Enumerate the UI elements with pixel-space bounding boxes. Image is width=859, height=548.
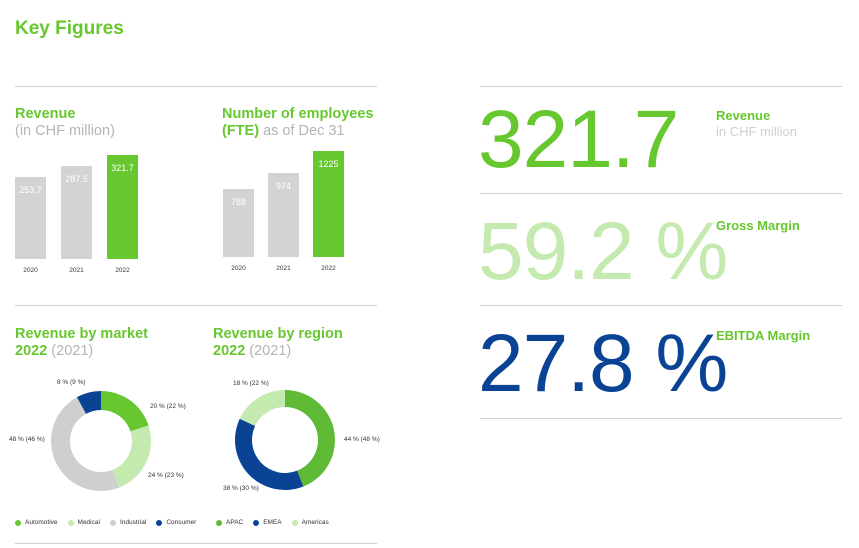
kpi-revenue-value: 321.7 — [478, 94, 679, 185]
kpi-revenue-subtitle: in CHF million — [716, 124, 797, 139]
market-legend: Automotive Medical Industrial Consumer — [15, 519, 206, 526]
divider — [15, 305, 377, 306]
employees-title-asof: as of Dec 31 — [263, 123, 345, 139]
region-legend-item-americas: Americas — [291, 519, 329, 526]
employees-chart-title: Number of employees (FTE) as of Dec 31 — [222, 106, 374, 140]
market-legend-swatch — [67, 519, 74, 526]
employees-title-line1: Number of employees — [222, 106, 374, 122]
region-slice-americas — [239, 390, 285, 426]
market-slice-industrial — [50, 397, 120, 492]
region-legend: APAC EMEA Americas — [216, 519, 339, 526]
region-legend-item-apac: APAC — [216, 519, 243, 526]
market-legend-label: Automotive — [25, 519, 58, 526]
kpi-revenue-label: Revenue in CHF million — [716, 108, 797, 140]
region-legend-label: APAC — [226, 519, 244, 526]
market-legend-item-medical: Medical — [67, 519, 100, 526]
market-legend-label: Industrial — [119, 519, 147, 526]
region-legend-label: EMEA — [263, 519, 282, 526]
region-slice-apac — [285, 390, 335, 487]
divider — [480, 418, 842, 419]
market-title: Revenue by market — [15, 326, 148, 342]
region-year: 2022 — [213, 343, 246, 359]
region-legend-swatch — [216, 519, 222, 526]
region-legend-item-emea: EMEA — [253, 519, 282, 526]
market-chart-title: Revenue by market 2022 (2021) — [15, 326, 148, 360]
market-slice-medical — [112, 425, 151, 488]
region-chart-title: Revenue by region 2022 (2021) — [213, 326, 343, 360]
market-legend-item-consumer: Consumer — [156, 519, 196, 526]
kpi-gross-margin-value: 59.2 % — [478, 206, 728, 297]
region-slice-emea — [235, 418, 304, 490]
market-slice-automotive — [101, 391, 149, 432]
kpi-ebitda-margin-value: 27.8 % — [478, 318, 728, 409]
market-legend-item-industrial: Industrial — [109, 519, 147, 526]
page-title: Key Figures — [15, 18, 124, 39]
kpi-gross-margin-label: Gross Margin — [716, 218, 800, 233]
market-legend-item-automotive: Automotive — [15, 519, 58, 526]
divider — [15, 86, 377, 87]
revenue-chart-title: Revenue (in CHF million) — [15, 106, 115, 140]
revenue-subtitle: (in CHF million) — [15, 123, 115, 139]
kpi-revenue-title: Revenue — [716, 108, 771, 123]
market-legend-label: Medical — [77, 519, 100, 526]
divider — [480, 305, 842, 306]
divider — [480, 193, 842, 194]
market-legend-swatch — [15, 519, 21, 526]
region-legend-label: Americas — [301, 519, 329, 526]
region-prev-year: (2021) — [249, 343, 292, 359]
region-legend-swatch — [291, 519, 298, 526]
divider — [15, 543, 377, 544]
region-title: Revenue by region — [213, 326, 343, 342]
market-legend-swatch — [109, 519, 116, 526]
market-prev-year: (2021) — [51, 343, 94, 359]
market-legend-swatch — [156, 519, 163, 526]
employees-title-fte: (FTE) — [222, 123, 260, 139]
revenue-title: Revenue — [15, 106, 76, 122]
kpi-ebitda-margin-label: EBITDA Margin — [716, 328, 811, 343]
region-legend-swatch — [253, 519, 260, 526]
divider — [480, 86, 842, 87]
market-year: 2022 — [15, 343, 48, 359]
market-slice-consumer — [76, 391, 101, 414]
market-legend-label: Consumer — [166, 519, 197, 526]
